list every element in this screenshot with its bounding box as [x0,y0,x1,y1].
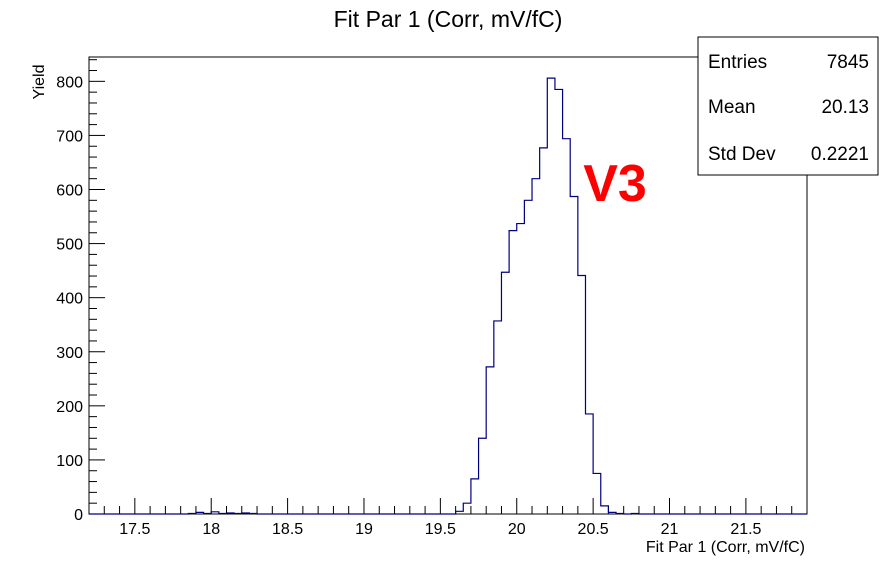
version-annotation: V3 [583,155,647,213]
y-tick-label: 600 [56,183,83,200]
y-tick-label: 800 [56,74,83,91]
x-tick-label: 20.5 [578,521,609,538]
y-axis: 0 100 200 300 400 500 600 700 800 [56,59,105,524]
y-tick-label: 700 [56,128,83,145]
x-tick-label: 20 [508,521,526,538]
x-axis: 17.5 18 18.5 19 19.5 20 20.5 21 21.5 [103,498,808,538]
x-tick-label: 19.5 [425,521,456,538]
x-tick-label: 21 [661,521,679,538]
y-tick-label: 400 [56,291,83,308]
chart-title: Fit Par 1 (Corr, mV/fC) [334,6,563,32]
y-axis-label: Yield [31,65,48,100]
histogram-series [89,77,807,515]
x-tick-label: 18.5 [272,521,303,538]
stats-std-value: 0.2221 [811,144,869,165]
x-tick-label: 19 [355,521,373,538]
y-tick-label: 200 [56,399,83,416]
stats-box: Entries 7845 Mean 20.13 Std Dev 0.2221 [697,36,879,176]
stats-std-label: Std Dev [708,144,776,165]
y-tick-label: 500 [56,237,83,254]
x-axis-label: Fit Par 1 (Corr, mV/fC) [646,539,805,556]
stats-entries-value: 7845 [827,52,869,73]
y-tick-label: 0 [74,507,83,524]
stats-mean-value: 20.13 [821,97,869,118]
stats-mean-label: Mean [708,97,756,118]
x-tick-label: 17.5 [119,521,150,538]
stats-box-frame [697,36,879,176]
stats-entries-label: Entries [708,52,767,73]
x-tick-label: 18 [202,521,220,538]
y-tick-label: 300 [56,345,83,362]
x-tick-label: 21.5 [730,521,761,538]
y-tick-label: 100 [56,453,83,470]
